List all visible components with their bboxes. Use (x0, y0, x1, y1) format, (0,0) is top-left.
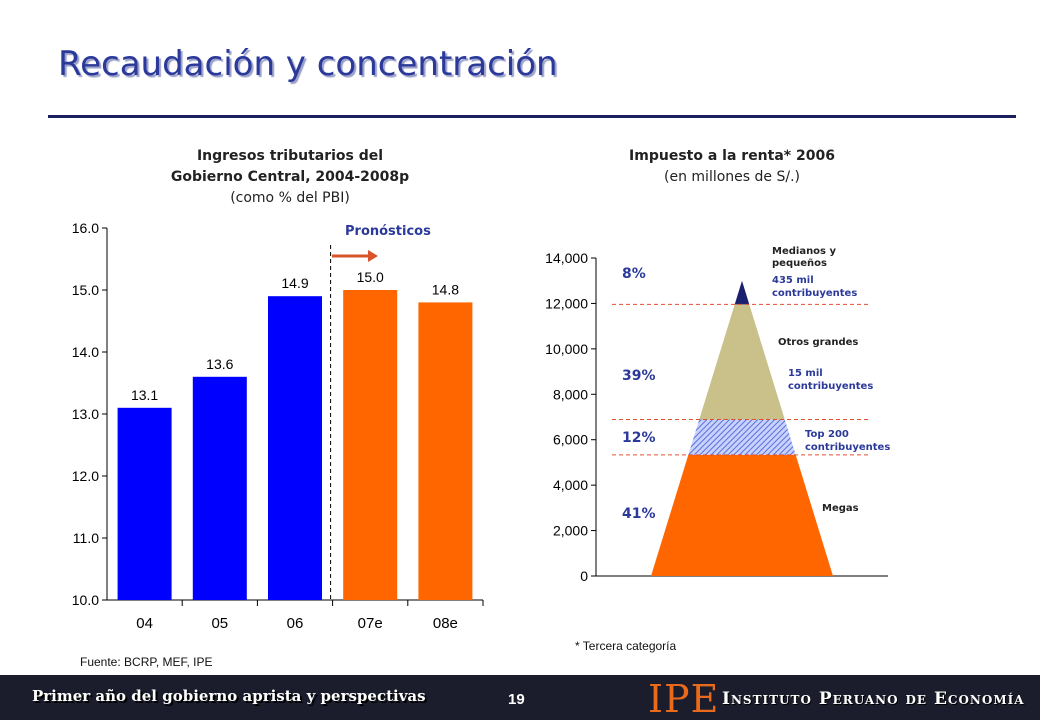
segment-note-top200: contribuyentes (805, 442, 890, 453)
segment-note-medianos-2: contribuyentes (772, 288, 857, 299)
segment-name-top200: Top 200 (805, 429, 849, 440)
y-tick-label: 6,000 (553, 432, 588, 448)
y-tick-label: 0 (580, 568, 588, 584)
y-tick-label: 10,000 (545, 341, 588, 357)
segment-percent: 41% (622, 506, 656, 522)
y-tick-label: 8,000 (553, 386, 588, 402)
bar-05 (192, 376, 247, 600)
footnote: * Tercera categoría (575, 639, 677, 653)
forecast-label: Pronósticos (345, 224, 431, 239)
y-tick-label: 12,000 (545, 295, 588, 311)
bar-value-label: 14.9 (281, 275, 308, 291)
x-tick-label: 07e (358, 615, 383, 632)
segment-note-otros-grandes-1: 15 mil (788, 368, 823, 379)
segment-medianos-y-pequeños (734, 280, 750, 305)
y-tick-label: 12.0 (72, 468, 99, 484)
x-tick-label: 04 (136, 615, 153, 632)
segment-percent: 8% (622, 266, 646, 282)
y-tick-label: 4,000 (553, 477, 588, 493)
source-note: Fuente: BCRP, MEF, IPE (80, 655, 213, 669)
left-chart-title: Ingresos tributarios del Gobierno Centra… (140, 146, 440, 209)
bar-08e (418, 302, 473, 600)
y-tick-label: 10.0 (72, 592, 99, 608)
segment-note-otros-grandes-2: contribuyentes (788, 381, 873, 392)
segment-name-medianos-1: Medianos y (772, 246, 836, 257)
bar-value-label: 13.1 (131, 387, 158, 403)
segment-percent: 12% (622, 430, 656, 446)
bar-06 (268, 296, 322, 600)
y-tick-label: 2,000 (553, 523, 588, 539)
ipe-logo-name: Instituto Peruano de Economía (722, 689, 1025, 709)
left-chart-subtitle: (como % del PBI) (230, 190, 350, 206)
ipe-logo: IPE (648, 677, 720, 721)
segment-name-otros-grandes: Otros grandes (778, 337, 858, 348)
y-tick-label: 16.0 (72, 220, 99, 236)
forecast-arrow-head (368, 250, 378, 262)
slide-title: Recaudación y concentración (58, 44, 558, 84)
title-underline (48, 115, 1016, 118)
x-tick-label: 08e (433, 615, 458, 632)
right-chart-subtitle: (en millones de S/.) (664, 169, 800, 185)
bar-value-label: 13.6 (206, 356, 233, 372)
segment-top-200 (688, 419, 796, 455)
footer-bar: Primer año del gobierno aprista y perspe… (0, 675, 1040, 721)
right-chart-title-line1: Impuesto a la renta* 2006 (629, 148, 835, 164)
segment-otros-grandes (699, 304, 785, 420)
left-chart-title-line2: Gobierno Central, 2004-2008p (170, 169, 410, 185)
y-tick-label: 14,000 (545, 250, 588, 266)
footer-text: Primer año del gobierno aprista y perspe… (32, 687, 426, 705)
segment-megas (651, 454, 833, 576)
bar-value-label: 15.0 (357, 269, 384, 285)
segment-percent: 39% (622, 368, 656, 384)
y-tick-label: 11.0 (73, 530, 99, 546)
right-chart-title: Impuesto a la renta* 2006 (en millones d… (582, 146, 882, 188)
x-tick-label: 06 (287, 615, 304, 632)
page-number: 19 (508, 691, 525, 708)
y-tick-label: 15.0 (72, 282, 99, 298)
y-tick-label: 13.0 (72, 406, 99, 422)
segment-name-medianos-2: pequeños (772, 258, 827, 269)
segment-note-medianos-1: 435 mil (772, 275, 814, 286)
segment-name-megas: Megas (822, 503, 859, 514)
x-tick-label: 05 (211, 615, 228, 632)
bar-07e (343, 290, 398, 600)
left-chart-title-line1: Ingresos tributarios del (196, 148, 384, 164)
bar-value-label: 14.8 (432, 281, 459, 297)
y-tick-label: 14.0 (72, 344, 99, 360)
bar-04 (117, 407, 172, 600)
